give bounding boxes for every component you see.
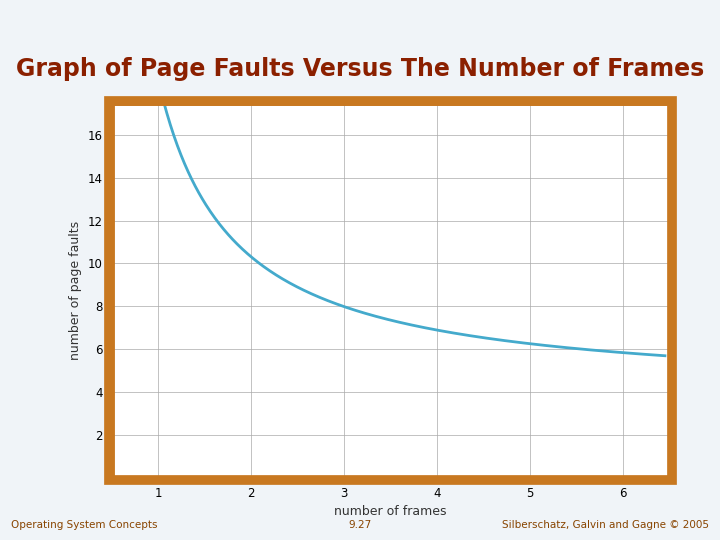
Text: 9.27: 9.27 xyxy=(348,520,372,530)
Text: Silberschatz, Galvin and Gagne © 2005: Silberschatz, Galvin and Gagne © 2005 xyxy=(503,520,709,530)
Text: Operating System Concepts: Operating System Concepts xyxy=(11,520,157,530)
Text: Graph of Page Faults Versus The Number of Frames: Graph of Page Faults Versus The Number o… xyxy=(16,57,704,80)
Y-axis label: number of page faults: number of page faults xyxy=(69,221,82,360)
X-axis label: number of frames: number of frames xyxy=(334,505,447,518)
